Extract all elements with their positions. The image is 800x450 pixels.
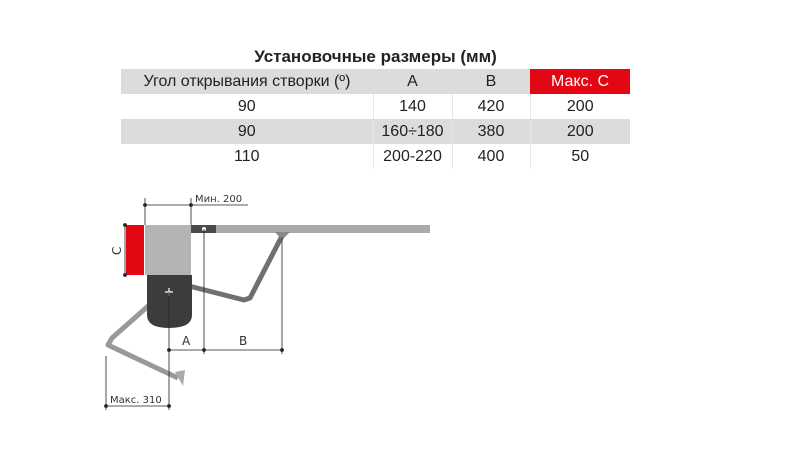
cell: 90 [237,97,256,115]
dimension-lines [104,198,284,410]
header-angle: Угол открывания створки (º) [121,69,373,94]
cell: 200 [529,119,630,144]
arm-open [105,298,180,381]
cell: 140 [372,94,452,119]
header-b: B [452,69,530,94]
cell: 110 [233,147,260,165]
leaf-bracket [275,232,290,240]
cell: 420 [451,94,530,119]
table-row: 90 160÷180 380 200 [121,119,630,144]
table-title: Установочные размеры (мм) [121,44,630,69]
cell: 400 [451,144,530,169]
cell: 50 [529,144,630,169]
motor-body [147,275,192,328]
label-b: B [239,334,247,348]
open-bracket [175,370,185,386]
table-row: 90 140 420 200 [121,94,630,119]
installation-dimensions-table: Установочные размеры (мм) Угол открывани… [121,44,630,169]
header-max-c: Макс. C [530,69,630,94]
min-200-label: Мин. 200 [195,194,242,205]
header-a: A [373,69,452,94]
cell: 160÷180 [372,119,452,144]
max-c-area [126,225,144,275]
table-row: 110 200-220 400 50 [121,144,630,169]
gate-leaf [216,225,430,233]
arm-closed [184,234,285,303]
cell: 90 [121,119,373,144]
cell: 200-220 [372,144,452,169]
pillar [145,225,191,275]
label-a: A [182,334,191,348]
label-c: C [110,247,124,255]
cell: 380 [451,119,530,144]
max-310-label: Макс. 310 [110,395,162,406]
cell: 200 [529,94,630,119]
table-header-row: Угол открывания створки (º) A B Макс. C [121,69,630,94]
